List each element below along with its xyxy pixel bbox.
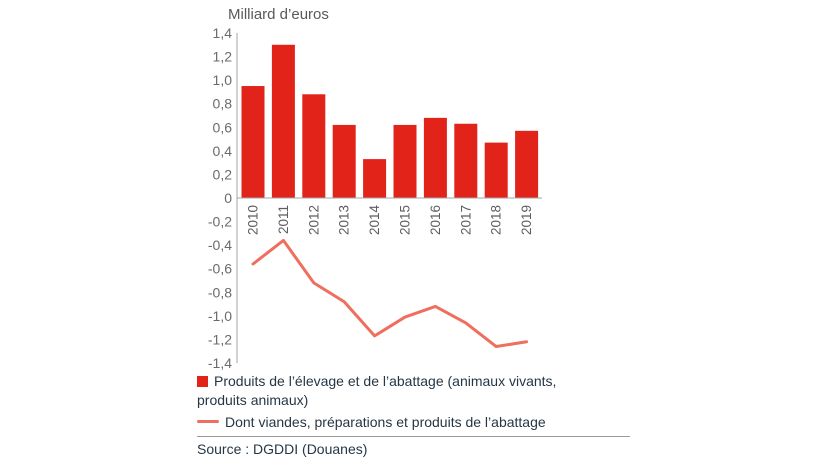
- chart-title: Milliard d’euros: [228, 6, 329, 23]
- svg-text:2012: 2012: [306, 205, 321, 235]
- svg-text:1,4: 1,4: [213, 25, 233, 41]
- svg-text:2018: 2018: [489, 205, 504, 235]
- separator-line: [197, 436, 630, 437]
- svg-text:0,6: 0,6: [213, 119, 233, 135]
- legend-item-bars: Produits de l’élevage et de l’abattage (…: [197, 372, 582, 410]
- svg-text:0,8: 0,8: [213, 96, 233, 112]
- svg-text:-0,4: -0,4: [208, 237, 232, 253]
- legend: Produits de l’élevage et de l’abattage (…: [197, 372, 582, 435]
- svg-text:-0,8: -0,8: [208, 284, 232, 300]
- svg-text:-1,2: -1,2: [208, 331, 232, 347]
- chart-plot: 1,4 1,2 1,0 0,8 0,6 0,4 0,2 0 -0,2 -0,4 -0,6 -0,8 -1…: [208, 25, 542, 371]
- svg-text:2013: 2013: [337, 205, 352, 235]
- svg-text:0: 0: [224, 190, 232, 206]
- svg-text:1,0: 1,0: [213, 72, 233, 88]
- line-legend-swatch: [197, 420, 219, 423]
- svg-text:0,4: 0,4: [213, 143, 233, 159]
- svg-text:2015: 2015: [398, 205, 413, 235]
- svg-text:-1,4: -1,4: [208, 355, 232, 371]
- svg-text:2019: 2019: [519, 205, 534, 235]
- svg-text:2014: 2014: [367, 205, 382, 236]
- svg-text:-0,6: -0,6: [208, 261, 232, 277]
- svg-text:2010: 2010: [246, 205, 261, 235]
- svg-text:2016: 2016: [428, 205, 443, 235]
- legend-label-line: Dont viandes, préparations et produits d…: [225, 414, 546, 430]
- legend-item-line: Dont viandes, préparations et produits d…: [197, 413, 582, 432]
- svg-text:0,2: 0,2: [213, 166, 233, 182]
- svg-text:2011: 2011: [276, 205, 291, 234]
- legend-label-bars: Produits de l’élevage et de l’abattage (…: [197, 373, 557, 408]
- svg-text:-1,0: -1,0: [208, 308, 232, 324]
- svg-text:2017: 2017: [458, 205, 473, 235]
- svg-text:-0,2: -0,2: [208, 214, 232, 230]
- bar-legend-swatch: [197, 376, 208, 387]
- source-text: Source : DGDDI (Douanes): [197, 441, 368, 457]
- svg-text:1,2: 1,2: [213, 49, 233, 65]
